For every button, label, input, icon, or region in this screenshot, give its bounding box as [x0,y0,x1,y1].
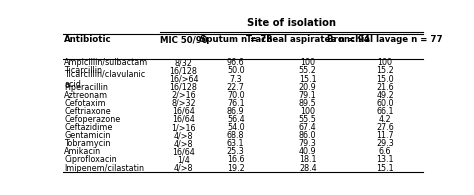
Text: 16.6: 16.6 [227,155,245,164]
Text: 76.1: 76.1 [227,99,245,108]
Text: 27.6: 27.6 [376,123,394,132]
Text: 19.2: 19.2 [227,163,245,173]
Text: Tracheal aspirates n = 94: Tracheal aspirates n = 94 [246,35,370,44]
Text: Bronchial lavage n = 77: Bronchial lavage n = 77 [328,35,443,44]
Text: 4.2: 4.2 [379,115,392,124]
Text: Site of isolation: Site of isolation [247,18,336,28]
Text: 100: 100 [300,58,315,67]
Text: 7.3: 7.3 [229,74,242,83]
Text: 4/>8: 4/>8 [174,131,193,140]
Text: 50.0: 50.0 [227,66,245,75]
Text: Cefotaxim: Cefotaxim [64,99,106,108]
Text: Ampicillin/sulbactam: Ampicillin/sulbactam [64,58,149,67]
Text: 66.1: 66.1 [376,107,394,116]
Text: 6.6: 6.6 [379,147,392,156]
Text: Ticarcillin/clavulanic
acid: Ticarcillin/clavulanic acid [64,69,146,89]
Text: Aztreonam: Aztreonam [64,91,109,100]
Text: 100: 100 [378,58,392,67]
Text: 86.0: 86.0 [299,131,317,140]
Text: 1/4: 1/4 [177,155,190,164]
Text: 25.3: 25.3 [227,147,245,156]
Text: Gentamicin: Gentamicin [64,131,111,140]
Text: MIC 50/90: MIC 50/90 [160,35,207,44]
Text: 1/>16: 1/>16 [171,123,196,132]
Text: Ciprofloxacin: Ciprofloxacin [64,155,117,164]
Text: 89.5: 89.5 [299,99,317,108]
Text: 16/64: 16/64 [172,107,195,116]
Text: 60.0: 60.0 [376,99,394,108]
Text: 15.0: 15.0 [376,74,394,83]
Text: 8/32: 8/32 [174,58,192,67]
Text: 16/>64: 16/>64 [169,74,198,83]
Text: 55.2: 55.2 [299,66,317,75]
Text: Antibiotic: Antibiotic [64,35,112,44]
Text: 100: 100 [300,107,315,116]
Text: Sputum n = 78: Sputum n = 78 [200,35,272,44]
Text: 15.1: 15.1 [299,74,317,83]
Text: Ticarcillin: Ticarcillin [64,66,102,75]
Text: 55.5: 55.5 [299,115,317,124]
Text: 2/>16: 2/>16 [171,91,196,100]
Text: Cefoperazone: Cefoperazone [64,115,121,124]
Text: 20.9: 20.9 [299,83,317,92]
Text: Piperacillin: Piperacillin [64,83,108,92]
Text: 56.4: 56.4 [227,115,245,124]
Text: 96.6: 96.6 [227,58,245,67]
Text: 16/128: 16/128 [170,83,198,92]
Text: 29.3: 29.3 [376,139,394,148]
Text: Ceftriaxone: Ceftriaxone [64,107,111,116]
Text: Tobramycin: Tobramycin [64,139,111,148]
Text: 8/>32: 8/>32 [171,99,196,108]
Text: 70.0: 70.0 [227,91,245,100]
Text: 16/128: 16/128 [170,66,198,75]
Text: 16/64: 16/64 [172,115,195,124]
Text: 67.4: 67.4 [299,123,317,132]
Text: 49.2: 49.2 [376,91,394,100]
Text: 79.1: 79.1 [299,91,317,100]
Text: 28.4: 28.4 [299,163,317,173]
Text: 15.1: 15.1 [376,163,394,173]
Text: 4/>8: 4/>8 [174,163,193,173]
Text: 54.0: 54.0 [227,123,245,132]
Text: 68.8: 68.8 [227,131,245,140]
Text: 16/64: 16/64 [172,147,195,156]
Text: Imipenem/cilastatin: Imipenem/cilastatin [64,163,145,173]
Text: 63.1: 63.1 [227,139,245,148]
Text: 86.9: 86.9 [227,107,245,116]
Text: 4/>8: 4/>8 [174,139,193,148]
Text: 15.2: 15.2 [376,66,394,75]
Text: 22.7: 22.7 [227,83,245,92]
Text: 18.1: 18.1 [299,155,317,164]
Text: Amikacin: Amikacin [64,147,101,156]
Text: 13.1: 13.1 [376,155,394,164]
Text: Ceftazidime: Ceftazidime [64,123,113,132]
Text: 11.7: 11.7 [376,131,394,140]
Text: 40.9: 40.9 [299,147,317,156]
Text: 21.6: 21.6 [376,83,394,92]
Text: 79.3: 79.3 [299,139,317,148]
